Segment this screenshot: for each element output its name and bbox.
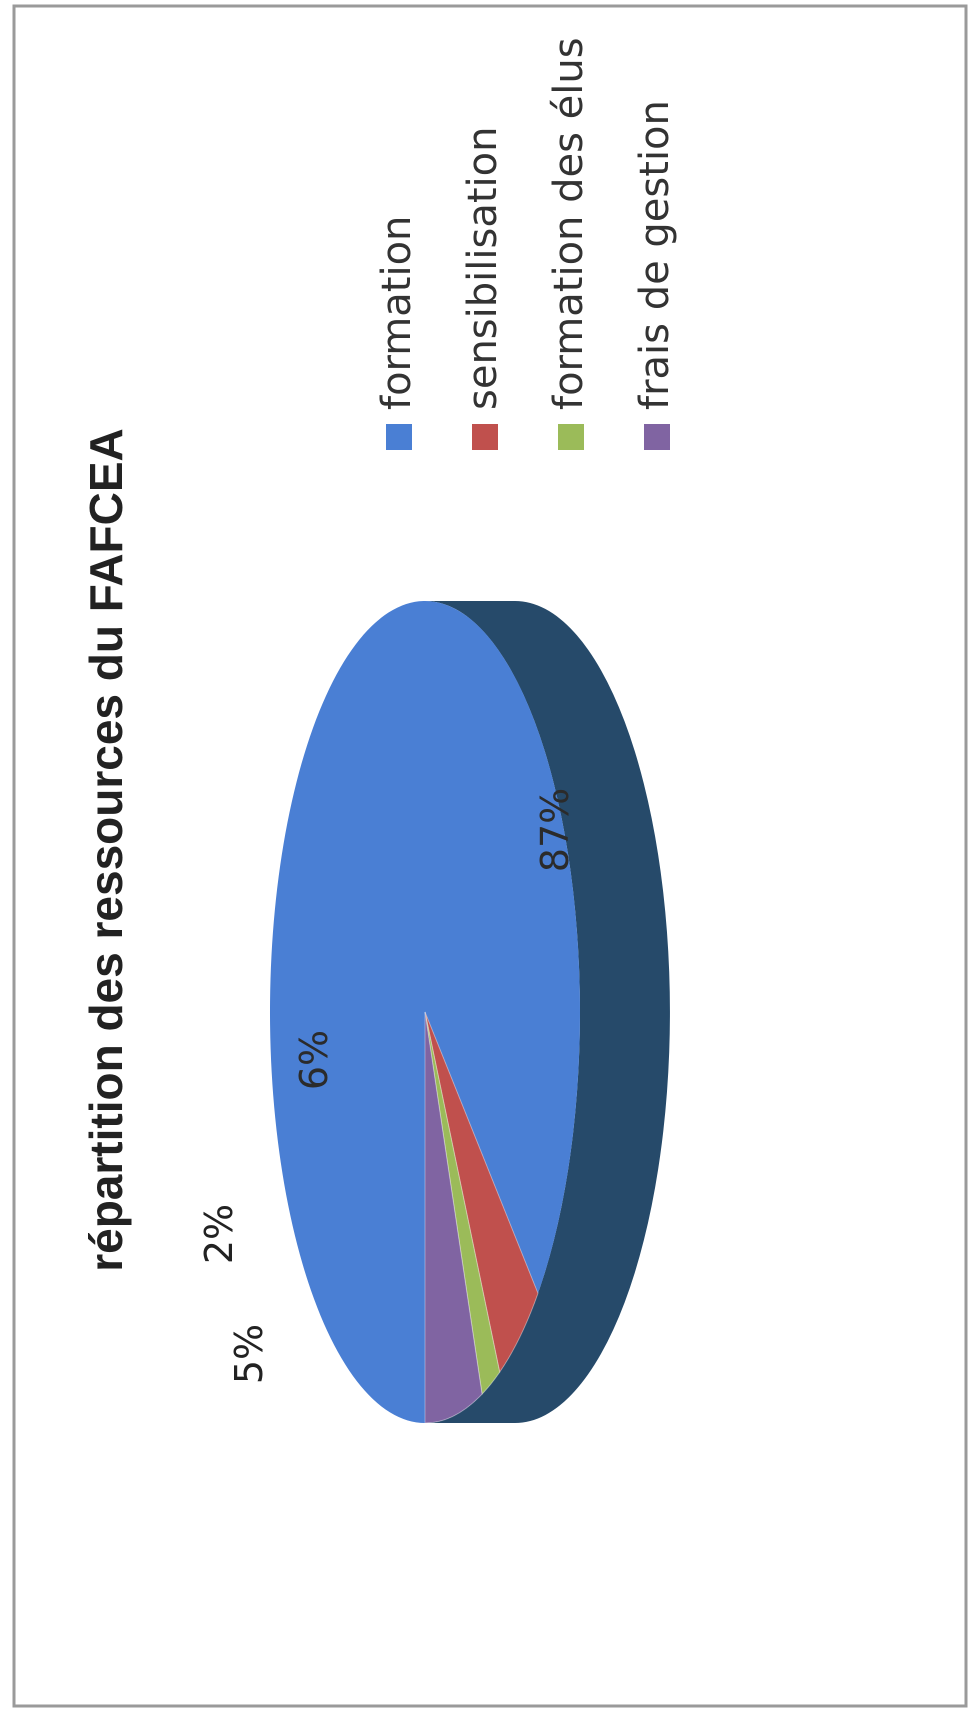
legend-swatch <box>386 424 412 450</box>
label-frais-de-gestion: 6% <box>292 1030 336 1090</box>
legend: formation sensibilisation formation des él… <box>374 37 678 450</box>
legend-label: formation <box>374 216 420 410</box>
legend-item-frais-de-gestion: frais de gestion <box>632 100 678 450</box>
chart-title: répartition des ressources du FAFCEA <box>80 428 132 1272</box>
legend-swatch <box>558 424 584 450</box>
slice-formation-des-elus <box>424 1011 501 1396</box>
slice-sensibilisation <box>424 1011 539 1374</box>
label-sensibilisation: 5% <box>227 1324 271 1384</box>
label-formation-des-elus: 2% <box>197 1204 241 1264</box>
legend-item-formation: formation <box>374 216 420 450</box>
legend-label: frais de gestion <box>632 100 678 410</box>
slice-formation <box>270 601 580 1423</box>
legend-swatch <box>644 424 670 450</box>
legend-swatch <box>472 424 498 450</box>
legend-item-formation-des-elus: formation des élus <box>546 37 592 450</box>
pie-plot <box>270 601 670 1424</box>
slice-frais-de-gestion <box>424 1011 483 1424</box>
legend-item-sensibilisation: sensibilisation <box>460 127 506 450</box>
legend-label: sensibilisation <box>460 127 506 410</box>
legend-label: formation des élus <box>546 37 592 410</box>
pie-3d-side <box>425 601 670 1423</box>
chart-frame <box>12 4 968 1708</box>
label-formation: 87% <box>533 788 577 872</box>
